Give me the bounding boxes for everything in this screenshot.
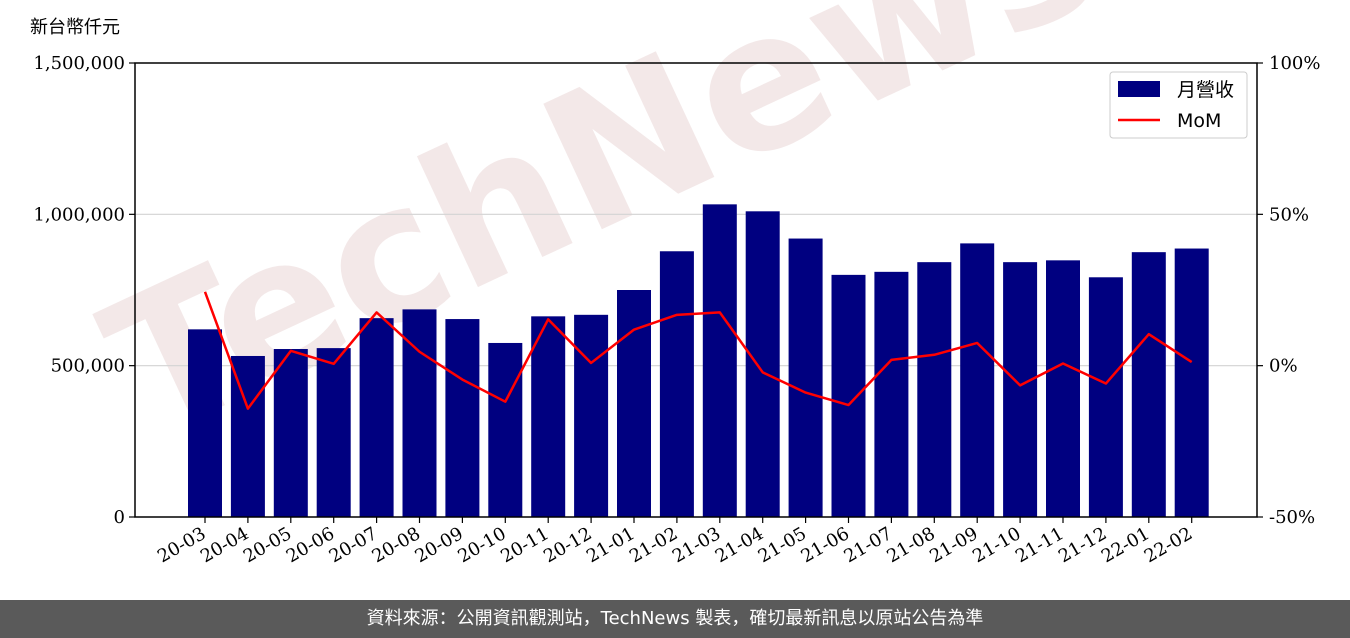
source-footer: 資料來源：公開資訊觀測站，TechNews 製表，確切最新訊息以原站公告為準 xyxy=(0,600,1350,638)
x-tick-label: 21-11 xyxy=(1012,523,1067,567)
revenue-bar xyxy=(316,348,351,517)
x-tick-label: 20-03 xyxy=(154,523,209,567)
revenue-bar xyxy=(230,355,265,517)
revenue-bar xyxy=(445,319,480,517)
revenue-bar xyxy=(1088,277,1123,517)
revenue-bar xyxy=(617,290,651,517)
x-tick-label: 21-07 xyxy=(840,523,895,567)
left-tick-label: 1,500,000 xyxy=(33,53,125,74)
x-tick-label: 20-12 xyxy=(540,523,595,567)
revenue-bar xyxy=(273,349,308,517)
revenue-bar xyxy=(402,309,437,517)
x-tick-label: 20-11 xyxy=(497,523,552,567)
legend-bar-swatch xyxy=(1118,81,1160,97)
x-tick-label: 22-02 xyxy=(1141,523,1196,567)
right-tick-label: 0% xyxy=(1269,356,1298,377)
revenue-bar xyxy=(574,314,609,517)
x-tick-label: 20-05 xyxy=(240,523,295,567)
x-tick-label: 21-06 xyxy=(798,523,853,567)
revenue-bar xyxy=(1003,262,1038,517)
legend-line-label: MoM xyxy=(1177,110,1221,132)
revenue-bar xyxy=(874,271,909,517)
plot-frame xyxy=(134,62,1258,518)
left-tick-label: 500,000 xyxy=(51,356,125,377)
revenue-bar xyxy=(359,318,394,517)
x-tick-label: 20-08 xyxy=(369,523,424,567)
x-tick-label: 21-01 xyxy=(583,523,638,567)
legend-bar-label: 月營收 xyxy=(1177,79,1234,101)
x-tick-label: 21-10 xyxy=(969,523,1024,567)
x-tick-label: 21-03 xyxy=(669,523,724,567)
x-tick-label: 21-05 xyxy=(755,523,810,567)
x-tick-label: 20-04 xyxy=(197,523,252,567)
x-tick-label: 21-08 xyxy=(883,523,938,567)
left-axis-unit-label: 新台幣仟元 xyxy=(30,17,120,38)
right-tick-label: 50% xyxy=(1269,204,1309,225)
revenue-bar xyxy=(1046,260,1080,517)
revenue-bar xyxy=(659,251,694,517)
revenue-bar xyxy=(1131,252,1166,517)
revenue-bar xyxy=(488,342,523,517)
legend: 月營收 MoM xyxy=(1109,71,1248,139)
x-tick-label: 21-09 xyxy=(926,523,981,567)
revenue-bar xyxy=(702,204,737,517)
right-tick-label: 100% xyxy=(1269,53,1320,74)
left-axis: 0 500,000 1,000,000 1,500,000 xyxy=(33,53,135,528)
revenue-bar xyxy=(788,238,823,517)
revenue-bar xyxy=(831,274,866,517)
x-tick-label: 20-07 xyxy=(326,523,381,567)
x-tick-label: 21-12 xyxy=(1055,523,1110,567)
bar-series xyxy=(188,204,1209,517)
x-tick-label: 20-10 xyxy=(454,523,509,567)
revenue-bar xyxy=(745,211,780,517)
revenue-bar xyxy=(188,329,222,517)
x-tick-label: 21-04 xyxy=(712,523,767,567)
revenue-bar xyxy=(531,316,566,517)
x-tick-label: 20-09 xyxy=(411,523,466,567)
x-tick-label: 20-06 xyxy=(283,523,338,567)
revenue-bar xyxy=(960,243,995,517)
mom-line-series xyxy=(203,291,1193,410)
x-axis: 20-0320-0420-0520-0620-0720-0820-0920-10… xyxy=(154,517,1196,567)
mom-line xyxy=(203,291,1193,410)
x-tick-label: 21-02 xyxy=(626,523,681,567)
revenue-bar xyxy=(1174,248,1209,517)
right-axis: -50% 0% 50% 100% xyxy=(1257,53,1320,528)
x-tick-label: 22-01 xyxy=(1098,523,1153,567)
left-tick-label: 1,000,000 xyxy=(33,204,125,225)
revenue-bar xyxy=(917,262,952,517)
left-tick-label: 0 xyxy=(114,507,125,528)
right-tick-label: -50% xyxy=(1269,507,1315,528)
